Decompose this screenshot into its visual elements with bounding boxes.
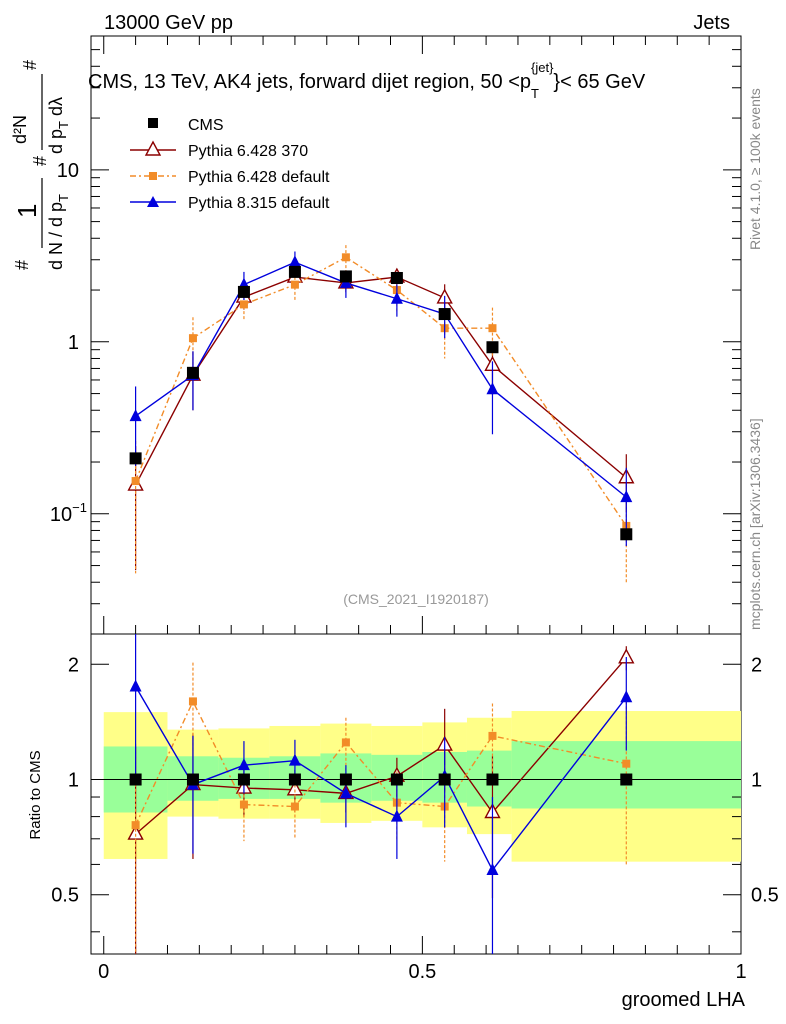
- point-pythia6-default: [239, 300, 248, 309]
- point-pythia8: [620, 490, 633, 503]
- series-line-pythia6-370: [134, 276, 627, 486]
- legend-entry-pythia8: Pythia 8.315 default: [130, 195, 330, 212]
- plot-title: CMS, 13 TeV, AK4 jets, forward dijet reg…: [88, 60, 646, 101]
- distribution-series: [127, 245, 635, 583]
- point-cms: [390, 271, 403, 284]
- point-pythia6-default: [488, 324, 497, 333]
- ratio-point-cms: [129, 773, 142, 786]
- ratio-point-cms: [288, 773, 301, 786]
- x-axis-label: groomed LHA: [622, 989, 746, 1011]
- legend-entry-pythia6-370: Pythia 6.428 370: [130, 140, 308, 160]
- point-pythia8: [486, 382, 499, 395]
- header-energy: 13000 GeV pp: [104, 12, 233, 34]
- point-cms: [438, 308, 451, 321]
- x-tick-label: 0.5: [408, 961, 436, 983]
- point-pythia8: [288, 255, 301, 268]
- point-pythia6-default: [290, 280, 299, 289]
- ratio-point-pythia6-default: [622, 759, 631, 768]
- top-y-tick-label: 10−1: [50, 500, 87, 526]
- ratio-y-axis-label: Ratio to CMS: [27, 750, 44, 839]
- top-y-tick-label: 1: [68, 332, 79, 354]
- svg-text:CMS: CMS: [188, 117, 224, 134]
- point-cms: [186, 366, 199, 379]
- header-category: Jets: [693, 12, 730, 34]
- ratio-series: [127, 634, 635, 954]
- ratio-point-cms: [620, 773, 633, 786]
- point-cms: [237, 285, 250, 298]
- ratio-point-pythia6-default: [239, 800, 248, 809]
- point-cms: [486, 341, 499, 354]
- ratio-point-pythia8: [339, 786, 352, 799]
- ratio-point-pythia6-default: [488, 731, 497, 740]
- ratio-point-cms: [237, 773, 250, 786]
- legend-entry-cms: CMS: [148, 117, 224, 134]
- ratio-point-cms: [186, 773, 199, 786]
- svg-text:Pythia 6.428 default: Pythia 6.428 default: [188, 169, 330, 186]
- point-pythia6-default: [131, 477, 140, 486]
- svg-text:#: #: [30, 156, 50, 166]
- ratio-point-pythia8: [129, 679, 142, 692]
- axis-ticks: 10−1 1 10 0.5 0.5 1 1 2 2 0 0.5 1: [50, 35, 779, 983]
- ratio-y-tick-label-left: 2: [68, 654, 79, 676]
- mcplots-label: mcplots.cern.ch [arXiv:1306.3436]: [747, 418, 763, 630]
- ratio-point-pythia8: [620, 690, 633, 703]
- ratio-point-pythia6-default: [341, 738, 350, 747]
- legend-entry-pythia6-default: Pythia 6.428 default: [130, 169, 330, 186]
- ratio-y-tick-label-left: 0.5: [51, 885, 79, 907]
- svg-text:#: #: [12, 260, 32, 270]
- ratio-point-pythia8: [237, 758, 250, 771]
- ratio-point-cms: [339, 773, 352, 786]
- ratio-point-cms: [486, 773, 499, 786]
- svg-text:Pythia 6.428 370: Pythia 6.428 370: [188, 143, 308, 160]
- top-y-axis-label: # 1 d N / d pT # d²N d pT dλ #: [10, 60, 71, 270]
- top-y-axis-label-rhs-den: d pT dλ: [46, 97, 71, 154]
- series-line-pythia6-default: [134, 256, 627, 527]
- legend-marker-pythia8: [147, 196, 159, 207]
- rivet-version-label: Rivet 4.1.0, ≥ 100k events: [747, 88, 763, 250]
- svg-text:d²N: d²N: [10, 115, 30, 144]
- point-cms: [339, 270, 352, 283]
- ratio-y-tick-label-right: 1: [751, 770, 762, 792]
- point-cms: [288, 265, 301, 278]
- x-tick-label: 0: [98, 961, 109, 983]
- ratio-point-pythia8: [486, 863, 499, 876]
- point-cms: [620, 528, 633, 541]
- svg-text:Pythia 8.315 default: Pythia 8.315 default: [188, 195, 330, 212]
- ratio-y-tick-label-right: 0.5: [751, 885, 779, 907]
- ratio-y-tick-label-left: 1: [68, 770, 79, 792]
- point-pythia6-default: [341, 253, 350, 262]
- ratio-point-pythia6-default: [188, 697, 197, 706]
- ratio-point-pythia8: [390, 809, 403, 822]
- point-cms: [129, 452, 142, 465]
- ratio-y-tick-label-right: 2: [751, 654, 762, 676]
- x-tick-label: 1: [735, 961, 746, 983]
- ratio-point-cms: [438, 773, 451, 786]
- legend-marker-pythia6-370: [144, 140, 162, 156]
- point-pythia8: [390, 291, 403, 304]
- analysis-id-watermark: (CMS_2021_I1920187): [343, 591, 489, 607]
- top-y-tick-label: 10: [57, 160, 79, 182]
- legend-marker-cms: [148, 118, 158, 128]
- top-y-axis-label-den: d N / d pT: [46, 194, 71, 270]
- point-pythia6-default: [188, 334, 197, 343]
- svg-text:#: #: [20, 60, 40, 70]
- legend: CMS Pythia 6.428 370 Pythia 6.428 defaul…: [130, 117, 330, 212]
- ratio-point-pythia8: [288, 753, 301, 766]
- svg-text:1: 1: [12, 204, 42, 218]
- series-line-pythia8: [135, 261, 627, 498]
- ratio-point-pythia6-default: [131, 821, 140, 830]
- point-pythia8: [129, 409, 142, 422]
- ratio-point-pythia6-default: [290, 802, 299, 811]
- ratio-point-cms: [390, 773, 403, 786]
- legend-marker-pythia6-default: [149, 172, 157, 180]
- mc-uncertainty-bands: [103, 711, 741, 862]
